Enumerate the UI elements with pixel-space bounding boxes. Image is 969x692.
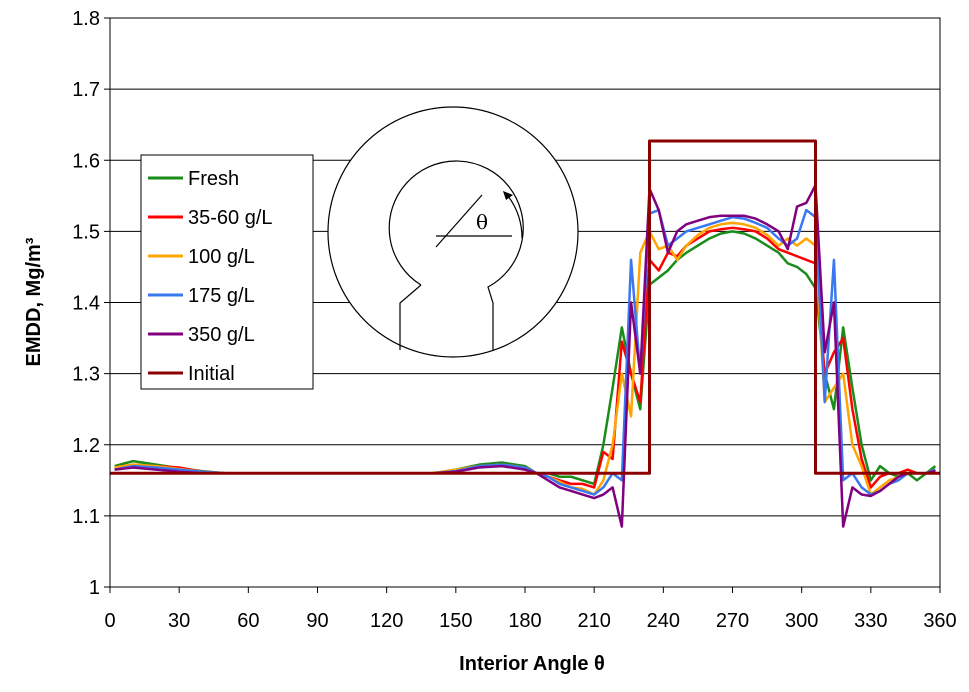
legend-label: 35-60 g/L [188, 207, 273, 229]
y-tick-label: 1.8 [72, 8, 100, 30]
y-axis-title: EMDD, Mg/m³ [23, 237, 45, 366]
inset-outer-circle [327, 106, 579, 358]
y-tick-label: 1.3 [72, 364, 100, 386]
x-tick-label: 60 [237, 610, 259, 632]
x-tick-label: 330 [854, 610, 887, 632]
y-tick-label: 1 [89, 577, 100, 599]
series-layer [110, 139, 940, 528]
x-axis-title: Interior Angle θ [459, 653, 605, 675]
inset-arrow-head [503, 191, 513, 200]
legend-label: Fresh [188, 168, 239, 190]
y-tick-label: 1.1 [72, 506, 100, 528]
axis-layer: 1 1.1 1.2 1.3 1.4 1.5 1.6 1.7 1.8 0 30 60 90 120 150 18… [72, 8, 957, 632]
y-tick-label: 1.7 [72, 79, 100, 101]
x-tick-label: 120 [370, 610, 403, 632]
legend-box [140, 154, 314, 390]
x-tick-label: 360 [923, 610, 956, 632]
y-tick-label: 1.5 [72, 221, 100, 243]
x-tick-label: 0 [104, 610, 115, 632]
legend-label: Initial [188, 363, 235, 385]
legend-label: 350 g/L [188, 324, 255, 346]
inset-diagram: θ [327, 106, 579, 358]
x-tick-label: 150 [439, 610, 472, 632]
inset-arrow-arc [507, 195, 523, 239]
x-tick-label: 30 [168, 610, 190, 632]
y-tick-label: 1.6 [72, 150, 100, 172]
legend: Fresh 35-60 g/L 100 g/L 175 g/L 350 g/L Initi… [140, 154, 314, 390]
x-tick-label: 270 [716, 610, 749, 632]
series-line [110, 139, 940, 475]
inset-label: θ [476, 210, 488, 234]
y-tick-label: 1.4 [72, 293, 100, 315]
plot-frame [109, 17, 941, 588]
x-tick-label: 90 [306, 610, 328, 632]
x-tick-label: 300 [785, 610, 818, 632]
x-tick-label: 180 [508, 610, 541, 632]
legend-label: 175 g/L [188, 285, 255, 307]
x-tick-label: 210 [577, 610, 610, 632]
y-tick-label: 1.2 [72, 435, 100, 457]
legend-label: 100 g/L [188, 246, 255, 268]
x-tick-label: 240 [647, 610, 680, 632]
inset-inner-shape [388, 160, 524, 350]
inset-radius [435, 194, 483, 248]
